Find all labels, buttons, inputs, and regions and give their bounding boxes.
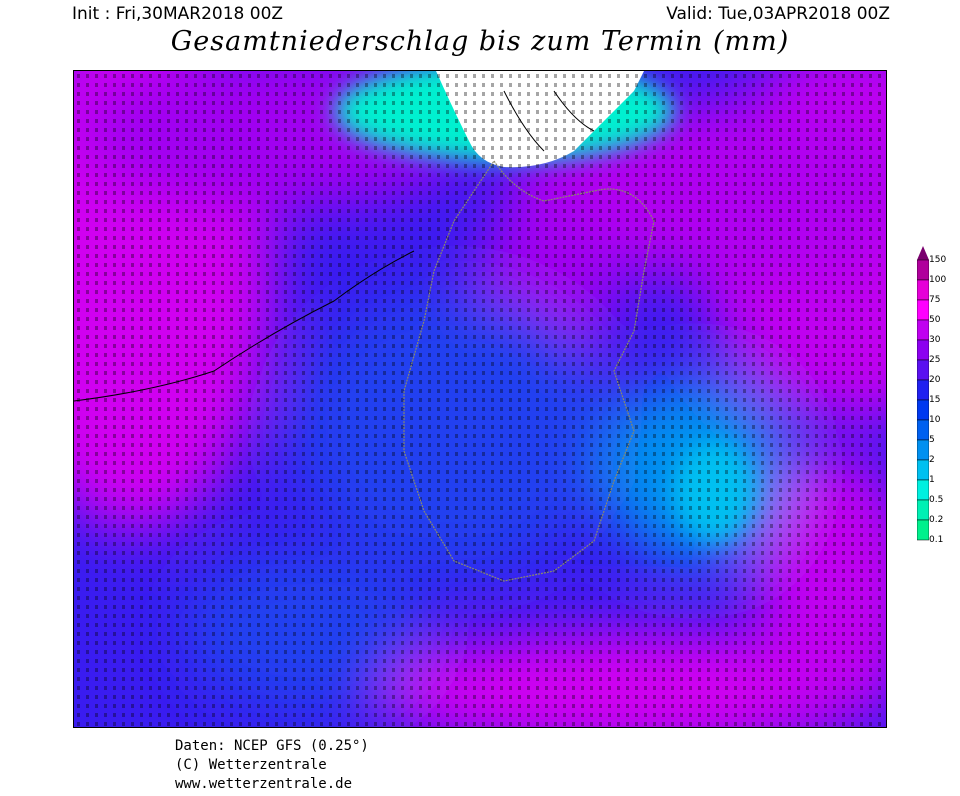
legend-swatch: [917, 479, 929, 501]
legend-label: 0.2: [929, 515, 944, 525]
legend-swatch: [917, 399, 929, 421]
legend-swatch: [917, 259, 929, 281]
copyright: (C) Wetterzentrale: [175, 757, 327, 773]
legend-label: 20: [929, 375, 941, 385]
legend-label: 15: [929, 395, 941, 405]
legend-swatch: [917, 379, 929, 401]
legend-label: 150: [929, 255, 947, 265]
legend-swatch: [917, 299, 929, 321]
country-border: [403, 159, 655, 582]
legend-label: 10: [929, 415, 941, 425]
legend-swatch: [917, 339, 929, 361]
legend-swatch: [917, 439, 929, 461]
legend-swatch: [917, 519, 929, 541]
legend-label: 75: [929, 295, 941, 305]
legend-overflow-arrow: [917, 246, 929, 260]
legend-label: 0.5: [929, 495, 944, 505]
map-title: Gesamtniederschlag bis zum Termin (mm): [170, 26, 790, 57]
precipitation-map: [73, 70, 887, 728]
legend-swatch: [917, 279, 929, 301]
coastline: [74, 250, 415, 402]
valid-time: Valid: Tue,03APR2018 00Z: [666, 4, 890, 24]
value-grid-texture: [74, 71, 886, 727]
color-legend: 150 100 75 50 30 25 20 15 10 5 2 1 0.5 0.2 0.1: [917, 246, 960, 546]
legend-label: 100: [929, 275, 947, 285]
legend-swatch: [917, 459, 929, 481]
legend-label: 2: [929, 455, 935, 465]
init-time: Init : Fri,30MAR2018 00Z: [72, 4, 284, 24]
credits: Daten: NCEP GFS (0.25°) (C) Wetterzentra…: [175, 737, 369, 794]
coastline-north: [503, 90, 595, 152]
legend-label: 5: [929, 435, 935, 445]
legend-label: 30: [929, 335, 941, 345]
legend-label: 1: [929, 475, 935, 485]
data-source: Daten: NCEP GFS (0.25°): [175, 738, 369, 754]
legend-swatch: [917, 359, 929, 381]
legend-swatch: [917, 419, 929, 441]
legend-label: 50: [929, 315, 941, 325]
website-link[interactable]: www.wetterzentrale.de: [175, 776, 353, 792]
legend-label: 0.1: [929, 535, 944, 545]
legend-swatch: [917, 499, 929, 521]
legend-label: 25: [929, 355, 941, 365]
legend-swatch: [917, 319, 929, 341]
